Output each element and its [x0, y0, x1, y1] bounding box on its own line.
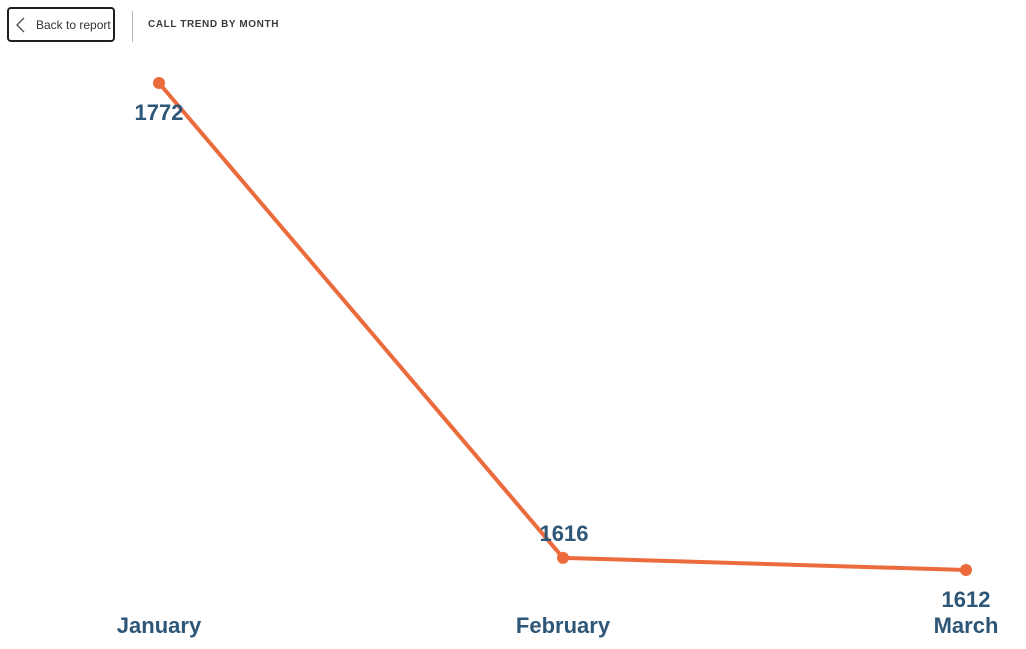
- data-point-january[interactable]: [153, 77, 165, 89]
- data-label-layer: 1772 1616 1612: [135, 100, 991, 612]
- x-tick-label-march: March: [934, 613, 999, 638]
- x-tick-label-february: February: [516, 613, 611, 638]
- back-button-label: Back to report: [36, 18, 111, 32]
- back-to-report-button[interactable]: Back to report: [7, 7, 115, 42]
- x-tick-label-january: January: [117, 613, 202, 638]
- data-label-february: 1616: [540, 521, 589, 546]
- data-label-march: 1612: [942, 587, 991, 612]
- header-divider: [132, 11, 133, 42]
- chevron-left-icon: [16, 17, 25, 33]
- series-line: [157, 81, 967, 572]
- data-point-february[interactable]: [557, 551, 569, 564]
- data-point-layer: [153, 77, 972, 576]
- data-label-january: 1772: [135, 100, 184, 125]
- top-bar: Back to report CALL TREND BY MONTH: [0, 0, 1026, 50]
- series-line-layer: [157, 81, 967, 572]
- x-axis-labels: January February March: [117, 613, 999, 638]
- chart-title: CALL TREND BY MONTH: [148, 19, 280, 30]
- data-point-march[interactable]: [960, 564, 972, 576]
